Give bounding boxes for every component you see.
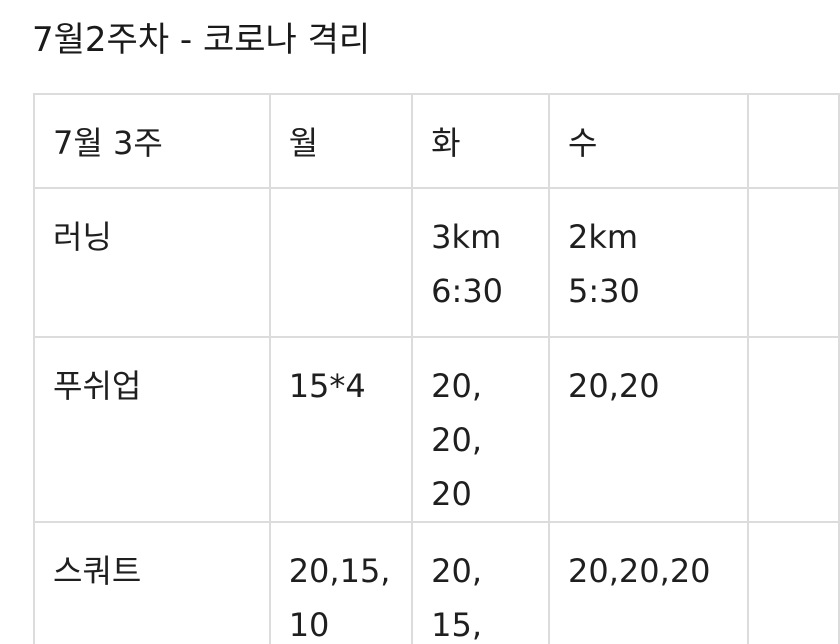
row-label-cell: 스쿼트 bbox=[33, 521, 271, 644]
table-cell: 2km 5:30 bbox=[548, 187, 750, 338]
cell-pushup-mon: 15*4 bbox=[288, 367, 366, 405]
table-cell: 20, 15, 10 bbox=[411, 521, 551, 644]
header-wed-text: 수 bbox=[568, 124, 598, 162]
table-row: 러닝 3km 6:30 2km 5:30 bbox=[33, 187, 840, 338]
table-cell: 20, 20, 20 bbox=[411, 336, 551, 523]
table-cell: 20,15, 10 bbox=[268, 521, 414, 644]
row-label-pushup: 푸쉬업 bbox=[53, 367, 142, 405]
table-cell bbox=[747, 521, 840, 644]
table-cell: 20,20,20 bbox=[548, 521, 750, 644]
table-header-row: 7월 3주 월 화 수 bbox=[33, 93, 840, 189]
row-label-squat: 스쿼트 bbox=[53, 552, 142, 590]
header-cell-week: 7월 3주 bbox=[33, 93, 271, 189]
cell-squat-mon: 20,15, 10 bbox=[288, 552, 391, 644]
row-label-cell: 러닝 bbox=[33, 187, 271, 338]
workout-table: 7월 3주 월 화 수 러닝 3km 6:30 2km 5:30 푸쉬업 15*… bbox=[33, 93, 840, 644]
header-cell-tue: 화 bbox=[411, 93, 551, 189]
header-week-text: 7월 3주 bbox=[53, 124, 163, 162]
table-cell bbox=[747, 187, 840, 338]
cell-running-wed: 2km 5:30 bbox=[568, 218, 640, 310]
table-cell: 3km 6:30 bbox=[411, 187, 551, 338]
cell-pushup-wed: 20,20 bbox=[568, 367, 660, 405]
row-label-cell: 푸쉬업 bbox=[33, 336, 271, 523]
row-label-running: 러닝 bbox=[53, 218, 112, 256]
header-cell-wed: 수 bbox=[548, 93, 750, 189]
header-tue-text: 화 bbox=[431, 124, 461, 162]
cell-squat-tue: 20, 15, 10 bbox=[431, 552, 483, 644]
header-mon-text: 월 bbox=[288, 124, 319, 162]
table-cell bbox=[268, 187, 414, 338]
header-cell-mon: 월 bbox=[268, 93, 414, 189]
table-cell: 20,20 bbox=[548, 336, 750, 523]
table-row: 푸쉬업 15*4 20, 20, 20 20,20 bbox=[33, 336, 840, 523]
header-cell-thu bbox=[747, 93, 840, 189]
page-title: 7월2주차 - 코로나 격리 bbox=[32, 20, 371, 60]
cell-pushup-tue: 20, 20, 20 bbox=[431, 367, 483, 513]
cell-squat-wed: 20,20,20 bbox=[568, 552, 711, 590]
cell-running-tue: 3km 6:30 bbox=[431, 218, 504, 310]
table-row: 스쿼트 20,15, 10 20, 15, 10 20,20,20 bbox=[33, 521, 840, 644]
workout-table-container: 7월 3주 월 화 수 러닝 3km 6:30 2km 5:30 푸쉬업 15*… bbox=[33, 93, 840, 644]
table-cell: 15*4 bbox=[268, 336, 414, 523]
table-cell bbox=[747, 336, 840, 523]
